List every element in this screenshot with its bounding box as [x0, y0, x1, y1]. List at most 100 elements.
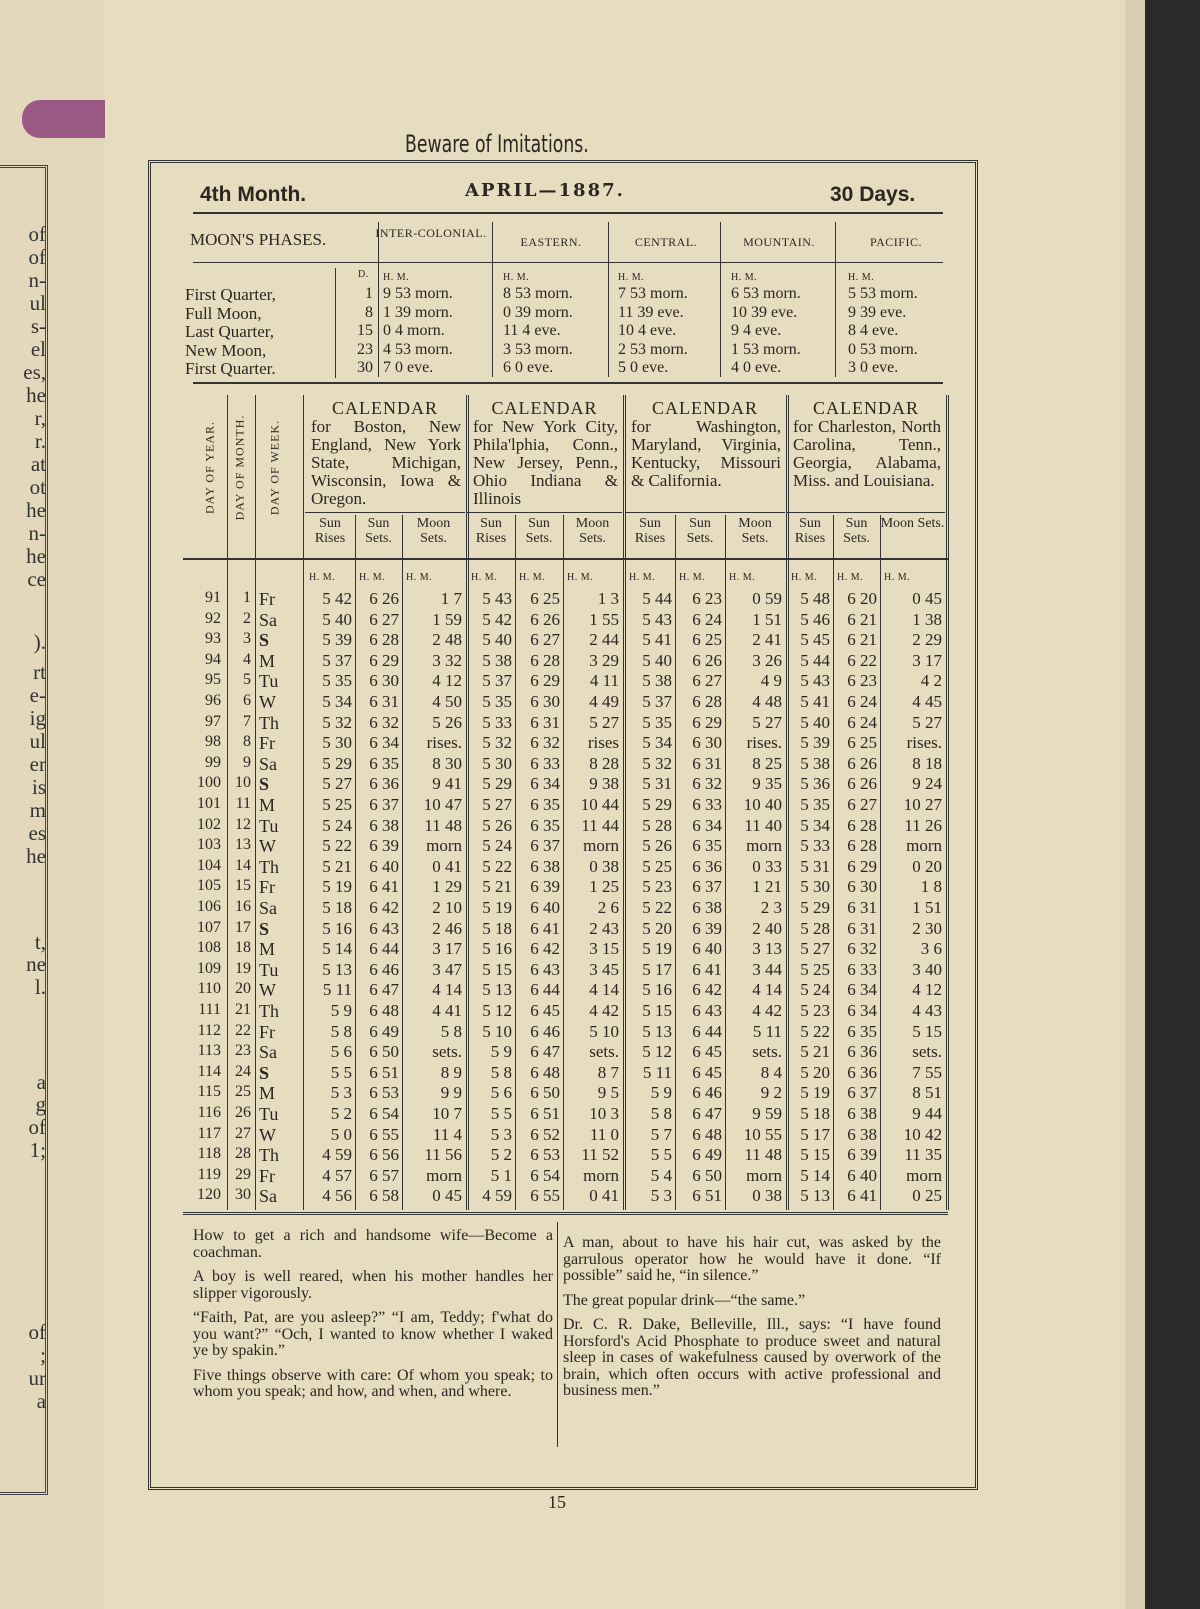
time-cell: 10 47: [423, 795, 462, 814]
time-cell: 9 24: [912, 774, 942, 794]
time-cell: 5 8: [650, 1104, 672, 1123]
prev-page-fragment: he: [26, 498, 46, 522]
hm-label: H. M.: [503, 272, 530, 283]
day-of-week: Th: [259, 1001, 279, 1021]
divider: [880, 515, 881, 1210]
day-of-year: 118: [197, 1145, 221, 1163]
time-cell: 5 18: [322, 898, 352, 917]
time-cell: 5 31: [642, 774, 672, 794]
time-cell: 5 26: [482, 815, 512, 835]
hm-label: H. M.: [471, 572, 498, 583]
day-of-month: 14: [235, 856, 251, 874]
time-cell: 6 51: [530, 1104, 560, 1123]
time-cell: 1 55: [589, 609, 619, 629]
time-cell: 6 34: [847, 1001, 877, 1020]
time-cell: 5 13: [322, 959, 352, 979]
time-cell: 5 9: [650, 1083, 672, 1103]
prev-page-fragment: g: [35, 1092, 47, 1116]
time-cell: 11 52: [581, 1145, 619, 1165]
time-cell: 5 28: [642, 815, 672, 835]
time-cell: 5 17: [642, 959, 672, 979]
divider: [303, 395, 304, 1210]
time-cell: 6 31: [847, 898, 877, 917]
phase-time: 11 4 eve.: [503, 322, 561, 339]
time-cell: 6 23: [692, 589, 722, 608]
time-cell: 2 6: [597, 898, 619, 917]
time-cell: 5 40: [482, 630, 512, 650]
time-cell: 6 31: [692, 753, 722, 773]
time-cell: 6 34: [530, 774, 560, 794]
time-cell: 4 48: [752, 692, 782, 711]
day-of-week: W: [259, 836, 276, 857]
time-cell: 6 48: [369, 1001, 399, 1020]
time-cell: 8 30: [432, 753, 462, 773]
day-of-week: Tu: [259, 671, 279, 692]
time-cell: 10 44: [580, 795, 619, 814]
time-cell: 5 42: [322, 589, 352, 608]
time-cell: 2 30: [912, 918, 942, 938]
time-cell: 5 41: [800, 692, 830, 711]
time-cell: 5 8: [330, 1021, 352, 1041]
rule: [467, 512, 622, 513]
time-cell: 6 36: [692, 856, 722, 876]
time-cell: 6 26: [369, 589, 399, 608]
day-of-year: 93: [205, 630, 221, 648]
day-of-year: 96: [205, 692, 221, 709]
time-cell: 0 33: [752, 856, 782, 876]
anecdote: A boy is well reared, when his mother ha…: [193, 1268, 553, 1302]
day-of-week: W: [259, 1124, 276, 1145]
time-cell: 6 40: [369, 856, 399, 876]
hm-label: H. M.: [791, 572, 818, 583]
time-cell: 5 5: [650, 1145, 672, 1165]
phase-time: 8 53 morn.: [503, 285, 573, 302]
time-cell: 6 41: [369, 877, 399, 897]
day-of-month: 22: [235, 1021, 251, 1039]
region-desc: for Washington, Maryland, Virginia, Kent…: [631, 417, 781, 490]
time-cell: 2 48: [432, 630, 462, 650]
time-cell: 6 25: [530, 589, 560, 608]
day-of-year: 116: [197, 1104, 221, 1121]
time-cell: 5 28: [800, 918, 830, 938]
phase-day: 23: [357, 340, 373, 358]
time-cell: 1 25: [589, 877, 619, 897]
hm-label: H. M.: [519, 572, 546, 583]
time-cell: 5 44: [800, 650, 830, 670]
time-cell: 6 28: [530, 650, 560, 670]
time-cell: 9 35: [752, 774, 782, 794]
time-cell: 1 8: [920, 877, 942, 897]
time-cell: 6 36: [847, 1062, 877, 1082]
time-cell: 5 3: [330, 1083, 352, 1103]
phase-time: 3 0 eve.: [848, 359, 899, 376]
time-cell: 1 59: [432, 609, 462, 629]
time-cell: 6 39: [530, 877, 560, 897]
col-head: Sun Sets.: [843, 516, 870, 546]
time-cell: 5 46: [800, 609, 830, 629]
rule: [305, 512, 465, 513]
time-cell: 6 26: [692, 650, 722, 670]
day-of-week: Sa: [259, 898, 277, 918]
day-of-week: Tu: [259, 815, 279, 836]
region-title: CALENDAR: [813, 398, 919, 418]
time-cell: 5 43: [642, 609, 672, 629]
time-cell: 8 18: [912, 753, 942, 773]
time-cell: morn: [746, 1165, 782, 1185]
phase-time: 0 4 morn.: [383, 322, 445, 339]
hm-label: H. M.: [383, 272, 410, 283]
day-of-year: 119: [197, 1165, 221, 1183]
prev-page-fragment: s-: [30, 314, 46, 338]
side-label: DAY OF YEAR.: [202, 421, 217, 515]
time-cell: 8 9: [440, 1062, 462, 1082]
prev-page-fragment: he: [26, 383, 46, 407]
time-cell: 11 40: [744, 815, 782, 835]
day-of-week: M: [259, 795, 276, 815]
phase-name: New Moon,: [185, 340, 267, 360]
anecdote: “Faith, Pat, are you asleep?” “I am, Ted…: [193, 1309, 553, 1359]
time-cell: 6 46: [530, 1021, 560, 1041]
time-cell: 5 48: [800, 589, 830, 608]
day-of-week: Tu: [259, 959, 279, 980]
time-cell: 8 25: [752, 753, 782, 773]
time-cell: 6 57: [369, 1165, 399, 1185]
time-cell: 5 11: [642, 1062, 672, 1082]
time-cell: 6 36: [847, 1042, 877, 1062]
time-cell: 5 22: [322, 836, 352, 856]
